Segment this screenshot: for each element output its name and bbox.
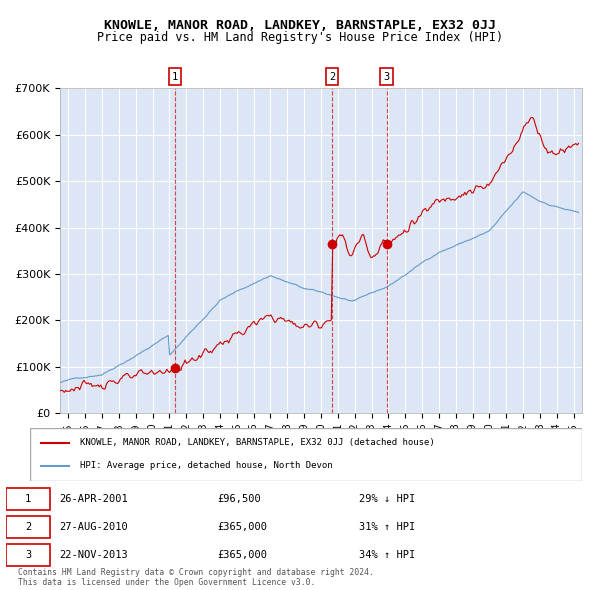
Text: 1: 1 — [25, 494, 31, 504]
Text: £365,000: £365,000 — [218, 522, 268, 532]
FancyBboxPatch shape — [6, 488, 50, 510]
FancyBboxPatch shape — [6, 544, 50, 566]
Text: 27-AUG-2010: 27-AUG-2010 — [59, 522, 128, 532]
Text: 29% ↓ HPI: 29% ↓ HPI — [359, 494, 415, 504]
Text: £365,000: £365,000 — [218, 550, 268, 560]
Text: 2: 2 — [329, 71, 335, 81]
FancyBboxPatch shape — [30, 428, 582, 481]
Text: Contains HM Land Registry data © Crown copyright and database right 2024.
This d: Contains HM Land Registry data © Crown c… — [18, 568, 374, 587]
Text: £96,500: £96,500 — [218, 494, 262, 504]
Text: 34% ↑ HPI: 34% ↑ HPI — [359, 550, 415, 560]
FancyBboxPatch shape — [6, 516, 50, 538]
Text: 2: 2 — [25, 522, 31, 532]
Text: KNOWLE, MANOR ROAD, LANDKEY, BARNSTAPLE, EX32 0JJ (detached house): KNOWLE, MANOR ROAD, LANDKEY, BARNSTAPLE,… — [80, 438, 434, 447]
Text: 31% ↑ HPI: 31% ↑ HPI — [359, 522, 415, 532]
Text: Price paid vs. HM Land Registry's House Price Index (HPI): Price paid vs. HM Land Registry's House … — [97, 31, 503, 44]
Text: HPI: Average price, detached house, North Devon: HPI: Average price, detached house, Nort… — [80, 461, 332, 470]
Text: 3: 3 — [383, 71, 390, 81]
Text: 3: 3 — [25, 550, 31, 560]
Text: 22-NOV-2013: 22-NOV-2013 — [59, 550, 128, 560]
Text: 26-APR-2001: 26-APR-2001 — [59, 494, 128, 504]
Text: KNOWLE, MANOR ROAD, LANDKEY, BARNSTAPLE, EX32 0JJ: KNOWLE, MANOR ROAD, LANDKEY, BARNSTAPLE,… — [104, 19, 496, 32]
Text: 1: 1 — [172, 71, 178, 81]
